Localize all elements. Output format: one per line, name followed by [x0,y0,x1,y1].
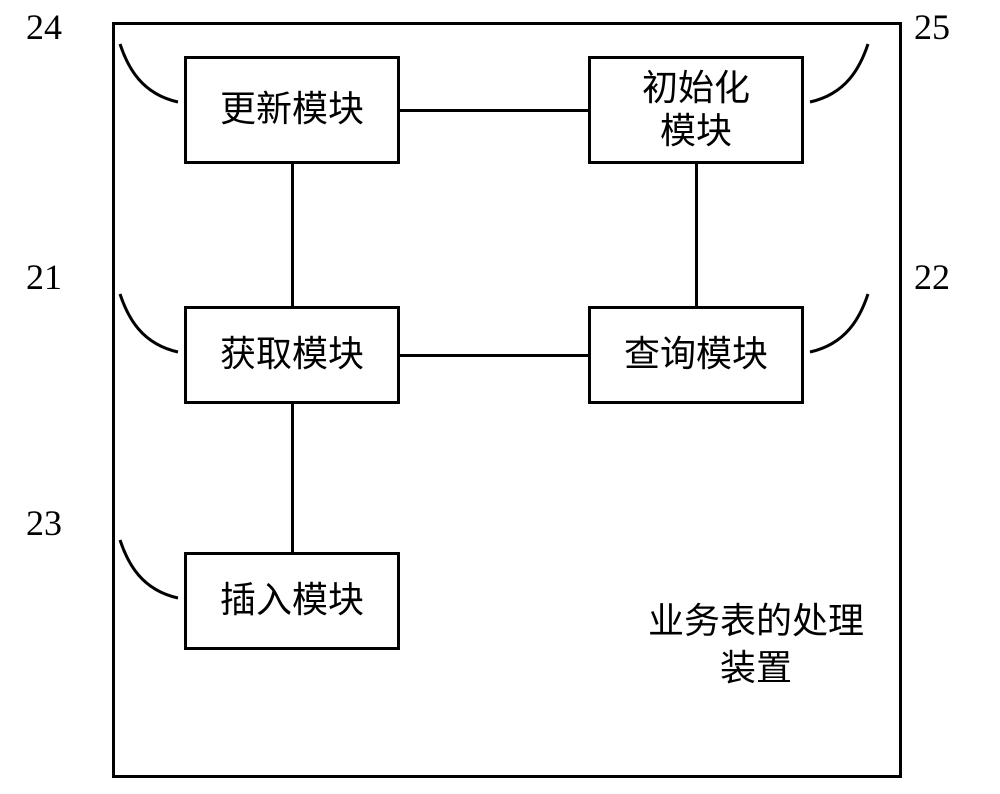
module-label-update: 更新模块 [220,88,364,131]
diagram-canvas: 业务表的处理装置 更新模块 24 初始化模块 25 获取模块 21 查询模块 22 插入模块 23 [0,0,1000,794]
ref-curve-24 [106,6,204,104]
edge-init-query [695,164,698,306]
module-label-acquire: 获取模块 [220,333,364,376]
module-query: 查询模块 [588,306,804,404]
module-label-query: 查询模块 [624,333,768,376]
ref-label-23: 23 [26,502,62,544]
module-label-insert: 插入模块 [220,579,364,622]
edge-acquire-insert [291,404,294,552]
ref-label-25: 25 [914,6,950,48]
module-update: 更新模块 [184,56,400,164]
ref-curve-22 [784,256,882,354]
edge-update-acquire [291,164,294,306]
module-label-init: 初始化模块 [642,67,750,153]
ref-curve-23 [106,502,204,600]
ref-curve-21 [106,256,204,354]
ref-label-21: 21 [26,256,62,298]
module-acquire: 获取模块 [184,306,400,404]
ref-label-22: 22 [914,256,950,298]
edge-update-init [400,109,588,112]
module-insert: 插入模块 [184,552,400,650]
container-caption: 业务表的处理装置 [636,598,876,692]
ref-curve-25 [784,6,882,104]
ref-label-24: 24 [26,6,62,48]
module-init: 初始化模块 [588,56,804,164]
edge-acquire-query [400,354,588,357]
